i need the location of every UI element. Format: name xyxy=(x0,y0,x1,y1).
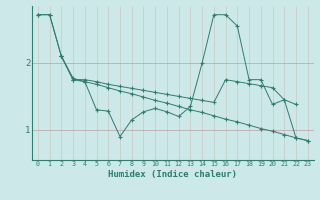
X-axis label: Humidex (Indice chaleur): Humidex (Indice chaleur) xyxy=(108,170,237,179)
